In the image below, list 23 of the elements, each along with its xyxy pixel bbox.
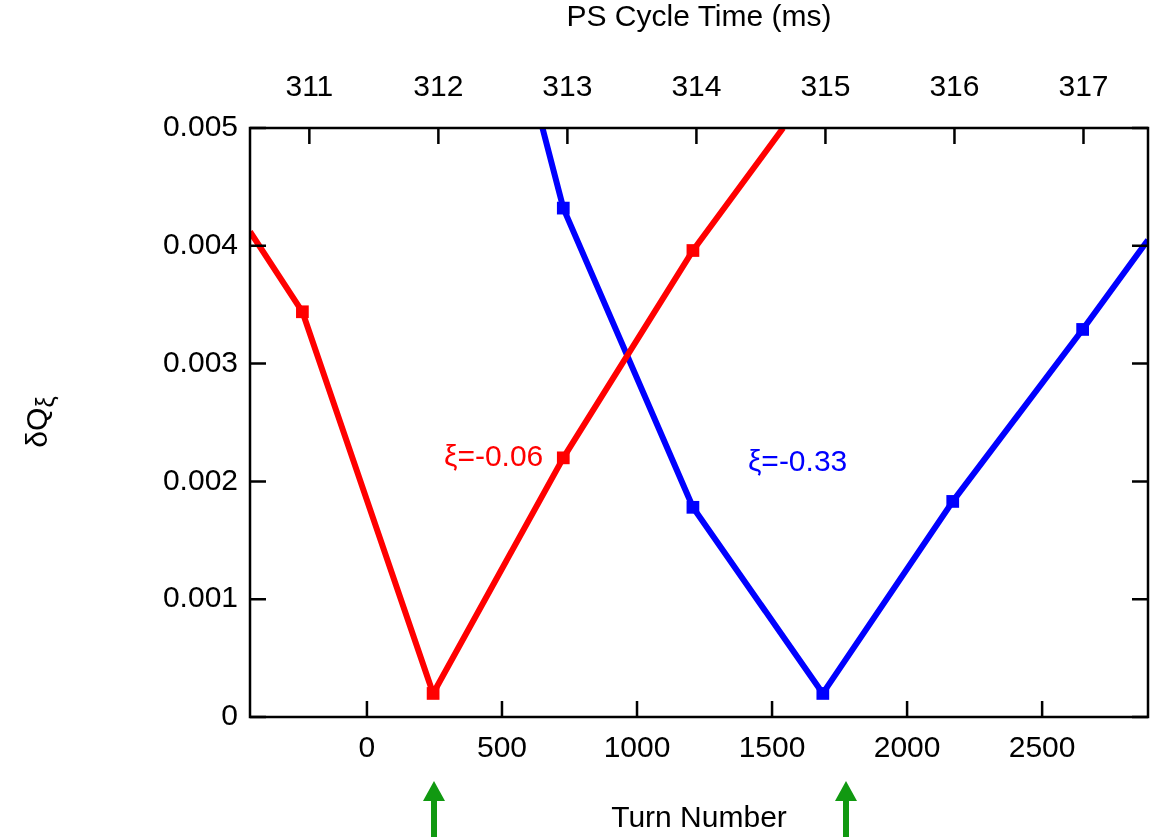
x2-tick-label: 315 <box>800 69 851 103</box>
x-tick-label: 1500 <box>738 730 806 764</box>
x-tick-label: 1000 <box>603 730 671 764</box>
text: ξ=-0.33 <box>747 443 848 477</box>
x2-tick-label: 316 <box>929 69 980 103</box>
y-tick-label: 0.001 <box>162 580 238 614</box>
x-tick-label: 500 <box>476 730 528 764</box>
y-tick-label: 0 <box>221 698 238 732</box>
y-tick-label: 0.003 <box>162 344 238 378</box>
x2-tick-label: 317 <box>1058 69 1109 103</box>
x2-tick-label: 311 <box>285 69 334 103</box>
x2-axis-title: PS Cycle Time (ms) <box>566 0 832 33</box>
x-axis-title: Turn Number <box>611 800 787 834</box>
x-tick-label: 0 <box>358 730 376 764</box>
x2-tick-label: 314 <box>671 69 722 103</box>
x-tick-label: 2500 <box>1008 730 1076 764</box>
y-tick-label: 0.004 <box>162 227 238 261</box>
y-tick-label: 0.002 <box>162 462 238 496</box>
x-tick-label: 2000 <box>873 730 941 764</box>
series-label: ξ=-0.06 <box>443 439 544 473</box>
x2-tick-label: 313 <box>542 69 593 103</box>
x2-tick-label: 312 <box>413 69 464 103</box>
y-tick-label: 0.005 <box>162 109 238 143</box>
